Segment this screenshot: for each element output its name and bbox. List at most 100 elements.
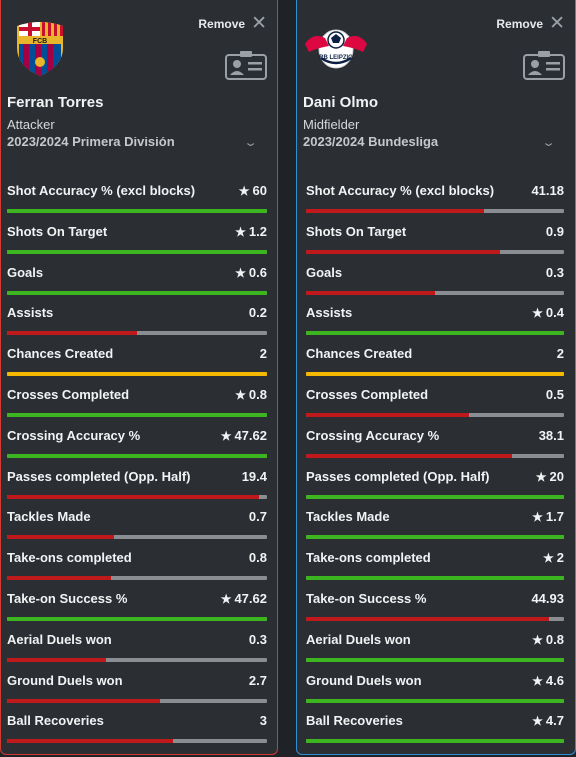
stat-bar-track [7, 616, 267, 621]
stat-label: Ball Recoveries [7, 713, 104, 729]
stat-row: Take-on Success % 44.93 [306, 584, 564, 625]
stat-value: 0.7 [249, 509, 267, 524]
stat-bar-track [306, 412, 564, 417]
stats-list: Shot Accuracy % (excl blocks) ★ 60 Shots On… [7, 176, 267, 747]
stat-bar-fill [306, 290, 435, 295]
stat-value: 38.1 [539, 428, 564, 443]
stat-row: Aerial Duels won 0.3 [7, 625, 267, 666]
stat-value: 0.3 [546, 265, 564, 280]
stat-label: Shot Accuracy % (excl blocks) [7, 183, 196, 198]
stat-value: ★ 4.7 [532, 713, 564, 728]
stat-bar-fill [306, 453, 513, 458]
stat-bar-fill [306, 698, 564, 703]
stat-value: ★ 0.8 [532, 632, 564, 647]
stat-value-text: 1.2 [248, 223, 267, 239]
season-selector[interactable]: 2023/2024 Primera División [7, 137, 257, 151]
stat-bar-track [306, 290, 564, 295]
stat-label: Shot Accuracy % (excl blocks) [306, 183, 495, 198]
stat-row: Passes completed (Opp. Half) ★ 20 [306, 462, 564, 503]
close-icon: ✕ [549, 13, 565, 34]
stat-bar-track [306, 616, 564, 621]
stat-value-text: 0.2 [248, 305, 267, 321]
stat-bar-track [306, 657, 564, 662]
stat-bar-fill [7, 616, 267, 621]
stat-label: Ground Duels won [306, 672, 422, 688]
star-icon: ★ [235, 265, 246, 280]
stat-value: 0.5 [546, 387, 564, 402]
stat-label: Aerial Duels won [306, 631, 411, 647]
player-profile-card-icon[interactable] [523, 50, 565, 80]
stat-row: Shot Accuracy % (excl blocks) ★ 60 [7, 176, 267, 217]
stat-row: Take-ons completed 0.8 [7, 543, 267, 584]
stat-value: 44.93 [531, 591, 564, 606]
stat-row: Assists ★ 0.4 [306, 298, 564, 339]
stat-bar-track [306, 453, 564, 458]
stat-bar-fill [7, 494, 260, 499]
fc-barcelona-crest-icon: FCB [17, 22, 63, 76]
stat-bar-fill [306, 657, 564, 662]
stat-value-text: 41.18 [531, 183, 564, 198]
remove-button[interactable]: Remove ✕ [496, 13, 565, 34]
stat-label: Chances Created [306, 346, 413, 362]
stat-row: Shots On Target 0.9 [306, 217, 564, 258]
stat-bar-fill [7, 739, 174, 744]
stat-row: Tackles Made 0.7 [7, 502, 267, 543]
stat-value-text: 0.8 [248, 550, 267, 566]
star-icon: ★ [235, 387, 246, 402]
chevron-down-icon[interactable]: ⌄ [243, 137, 258, 149]
stat-value: 0.2 [249, 305, 267, 320]
stat-bar-track [306, 576, 564, 581]
stat-value: ★ 4.6 [532, 673, 564, 688]
stat-value-text: 0.4 [545, 305, 564, 321]
stat-bar-track [306, 331, 564, 336]
stat-bar-track [7, 576, 267, 581]
stat-value: ★ 47.62 [221, 591, 267, 606]
stat-label: Take-on Success % [306, 590, 427, 606]
stat-bar-fill [306, 412, 469, 417]
season-label: 2023/2024 Primera División [7, 137, 175, 149]
stat-label: Assists [7, 305, 54, 321]
stat-bar-fill [306, 372, 564, 377]
stat-label: Tackles Made [306, 509, 390, 525]
stat-value-text: 47.62 [234, 427, 267, 443]
remove-label: Remove [198, 17, 246, 31]
stat-value-text: 0.7 [248, 509, 267, 525]
stat-label: Tackles Made [7, 509, 91, 525]
stat-label: Assists [306, 305, 353, 321]
stat-bar-fill [7, 290, 267, 295]
stat-value-text: 3 [259, 713, 267, 729]
stat-row: Shots On Target ★ 1.2 [7, 217, 267, 258]
stat-value: 19.4 [242, 469, 267, 484]
stat-bar-fill [306, 616, 549, 621]
player-name: Ferran Torres [7, 94, 104, 111]
stat-label: Chances Created [7, 346, 114, 362]
player-profile-card-icon[interactable] [225, 50, 267, 80]
stat-value: ★ 60 [239, 183, 267, 198]
stat-value: ★ 1.7 [532, 509, 564, 524]
stat-row: Take-on Success % ★ 47.62 [7, 584, 267, 625]
stat-value: 41.18 [531, 183, 564, 198]
season-selector[interactable]: 2023/2024 Bundesliga [303, 137, 555, 151]
chevron-down-icon[interactable]: ⌄ [541, 137, 556, 149]
stat-bar-track [7, 209, 267, 213]
stat-row: Ground Duels won 2.7 [7, 666, 267, 707]
stat-bar-track [7, 331, 267, 336]
stat-bar-track [306, 249, 564, 254]
stat-value-text: 0.9 [545, 223, 564, 239]
stat-bar-track [306, 698, 564, 703]
stat-value-text: 4.6 [545, 672, 564, 688]
rb-leipzig-crest-icon: RB LEIPZIG [305, 29, 367, 69]
stats-list: Shot Accuracy % (excl blocks) 41.18 Shots … [306, 176, 564, 747]
stat-value: ★ 1.2 [235, 224, 267, 239]
remove-button[interactable]: Remove ✕ [198, 14, 267, 33]
stat-row: Shot Accuracy % (excl blocks) 41.18 [306, 176, 564, 217]
stat-value: 2 [557, 346, 564, 361]
stat-value: ★ 0.8 [235, 387, 267, 402]
star-icon: ★ [532, 510, 543, 525]
stat-row: Crossing Accuracy % ★ 47.62 [7, 421, 267, 462]
stat-row: Tackles Made ★ 1.7 [306, 502, 564, 543]
stat-bar-fill [7, 209, 267, 213]
stat-value-text: 44.93 [531, 590, 564, 606]
stat-bar-fill [7, 453, 267, 458]
stat-bar-fill [306, 494, 564, 499]
